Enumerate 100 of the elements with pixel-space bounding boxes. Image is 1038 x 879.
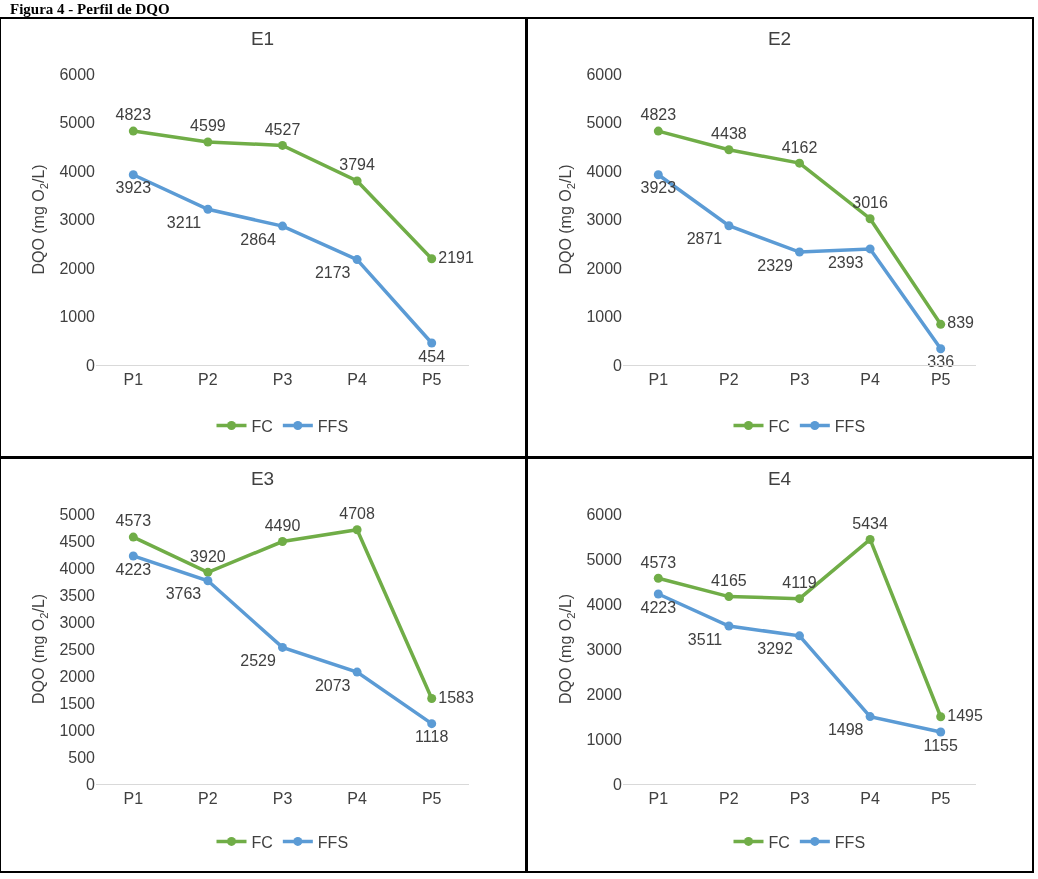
x-tick-label: P4 [347, 371, 367, 389]
y-tick-label: 5000 [59, 505, 96, 523]
data-label: 3292 [757, 640, 793, 658]
chart-title: E1 [250, 28, 275, 50]
y-tick-label: 1000 [59, 308, 96, 326]
point [865, 712, 875, 722]
legend-label: FFS [834, 417, 866, 435]
data-label: 2073 [314, 676, 351, 694]
point [128, 551, 138, 561]
point [427, 338, 437, 348]
data-label: 4823 [115, 106, 152, 124]
legend-label: FC [768, 417, 790, 435]
x-tick-label: P1 [648, 790, 669, 808]
data-label: 4438 [711, 125, 747, 143]
data-label: 1155 [923, 736, 958, 754]
data-label: 2864 [240, 230, 276, 248]
point [352, 255, 362, 265]
point [278, 140, 287, 150]
data-label: 5434 [852, 514, 888, 532]
data-label: 4573 [115, 512, 152, 530]
point [203, 567, 213, 577]
y-tick-label: 2000 [586, 685, 623, 703]
point [653, 170, 663, 180]
legend-label: FFS [834, 833, 866, 851]
data-label: 3920 [190, 547, 226, 565]
data-label: 2871 [686, 230, 723, 248]
y-tick-label: 6000 [59, 65, 96, 83]
point [724, 221, 734, 231]
y-tick-label: 4000 [59, 162, 96, 180]
y-tick-label: 5000 [586, 550, 623, 568]
legend-label: FC [251, 833, 273, 851]
y-tick-label: 4500 [59, 532, 96, 550]
y-tick-label: 1000 [59, 721, 96, 739]
data-label: 839 [947, 314, 975, 332]
data-label: 3763 [165, 585, 202, 603]
y-tick-label: 3000 [59, 613, 96, 631]
data-label: 4119 [782, 574, 817, 592]
point [936, 727, 946, 737]
legend-label: FFS [317, 417, 349, 435]
data-label: 454 [418, 347, 446, 365]
legend-label: FC [768, 833, 790, 851]
x-tick-label: P5 [421, 371, 442, 389]
point [427, 694, 437, 704]
point [352, 176, 362, 186]
point [203, 576, 213, 586]
x-tick-label: P5 [421, 790, 442, 808]
y-tick-label: 0 [86, 775, 96, 793]
x-tick-label: P1 [123, 371, 144, 389]
point [865, 214, 875, 224]
point [203, 204, 213, 214]
x-tick-label: P5 [930, 371, 951, 389]
y-tick-label: 4000 [586, 162, 623, 180]
x-tick-label: P3 [272, 371, 293, 389]
text: Figura 4 - Perfil de DQO [9, 0, 171, 18]
x-tick-label: P2 [719, 790, 739, 808]
data-label: 2329 [757, 256, 793, 274]
data-label: 4573 [640, 553, 677, 571]
x-tick-label: P4 [860, 790, 880, 808]
data-label: 4823 [640, 106, 677, 124]
data-label: 3923 [115, 179, 152, 197]
point [724, 592, 734, 602]
data-label: 4223 [115, 560, 152, 578]
point [865, 534, 875, 544]
y-tick-label: 5000 [59, 114, 96, 132]
point [128, 170, 138, 180]
point [128, 532, 138, 542]
data-label: 4527 [264, 120, 301, 138]
point [278, 642, 287, 652]
point [352, 667, 362, 677]
y-tick-label: 1500 [59, 694, 96, 712]
x-tick-label: P2 [198, 371, 218, 389]
y-tick-label: 3000 [59, 211, 96, 229]
y-tick-label: 3000 [586, 640, 623, 658]
chart-title: E2 [767, 28, 792, 50]
y-tick-label: 2500 [59, 640, 96, 658]
y-tick-label: 3500 [59, 586, 96, 604]
y-tick-label: 3000 [586, 211, 623, 229]
data-label: 3923 [640, 179, 677, 197]
y-tick-label: 0 [86, 356, 96, 374]
point [795, 631, 804, 641]
y-tick-label: 4000 [59, 559, 96, 577]
y-tick-label: 2000 [59, 259, 96, 277]
x-tick-label: P4 [347, 790, 367, 808]
x-tick-label: P1 [648, 371, 669, 389]
x-tick-label: P3 [789, 371, 810, 389]
x-tick-label: P2 [198, 790, 218, 808]
point [795, 247, 804, 257]
data-label: 4599 [190, 117, 226, 135]
data-label: 4223 [640, 598, 677, 616]
x-tick-label: P5 [930, 790, 951, 808]
data-label: 2191 [438, 248, 475, 266]
y-tick-label: 6000 [586, 505, 623, 523]
y-tick-label: 5000 [586, 114, 623, 132]
data-label: 1498 [827, 721, 864, 739]
data-label: 2529 [240, 652, 276, 670]
data-label: 4162 [781, 138, 818, 156]
y-tick-label: 1000 [586, 730, 623, 748]
data-label: 2393 [827, 253, 864, 271]
point [128, 126, 138, 136]
y-tick-label: 0 [613, 775, 623, 793]
